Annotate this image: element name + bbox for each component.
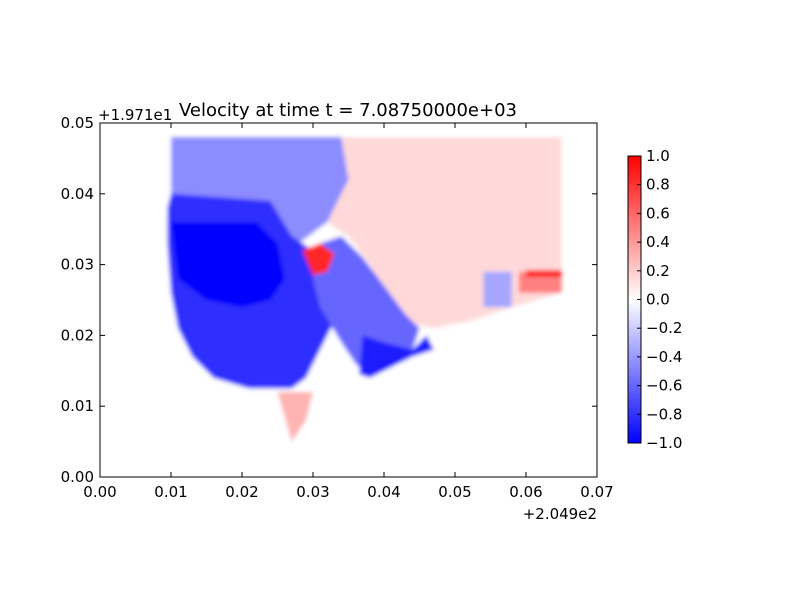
heatmap-region-bottom-plume (277, 392, 313, 442)
colorbar-tick-label: −0.4 (646, 348, 682, 366)
y-tick-label: 0.05 (61, 114, 94, 132)
x-tick-label: 0.05 (438, 483, 471, 501)
heatmap (135, 137, 562, 442)
x-tick-label: 0.00 (83, 483, 116, 501)
colorbar-tick-label: −0.8 (646, 405, 682, 423)
y-offset-label: +1.971e1 (98, 106, 172, 124)
heatmap-region-right-edge-dark-red (526, 270, 562, 277)
colorbar-tick-label: −0.2 (646, 319, 682, 337)
colorbar-gradient (628, 156, 641, 443)
heatmap-region-red-blob (302, 243, 335, 276)
colorbar-tick-label: 0.4 (646, 233, 670, 251)
heatmap-region-right-edge-red-patch (518, 271, 562, 293)
colorbar-tick-label: 0.8 (646, 176, 670, 194)
colorbar-tick-label: 0.2 (646, 262, 670, 280)
y-tick-label: 0.04 (61, 185, 94, 203)
x-tick-label: 0.03 (296, 483, 329, 501)
colorbar-tick-label: −1.0 (646, 434, 682, 452)
colorbar: 1.0 0.8 0.6 0.4 0.2 0.0 −0.2 −0.4 −0.6 −0.8 −1.0 (627, 147, 682, 452)
heatmap-region-lower-right-lobe (359, 335, 434, 378)
colorbar-tick-label: 0.0 (646, 291, 670, 309)
x-tick-label: 0.02 (225, 483, 258, 501)
y-tick-label: 0.00 (61, 468, 94, 486)
x-tick-label: 0.06 (509, 483, 542, 501)
colorbar-tick-label: 1.0 (646, 147, 670, 165)
y-tick-label: 0.03 (61, 256, 94, 274)
x-tick-label: 0.07 (580, 483, 613, 501)
colorbar-tick-label: −0.6 (646, 377, 682, 395)
colorbar-ticks: 1.0 0.8 0.6 0.4 0.2 0.0 −0.2 −0.4 −0.6 −0.8 −1.0 (637, 147, 682, 452)
y-axis: 0.00 0.01 0.02 0.03 0.04 0.05 (61, 114, 597, 486)
chart-title: Velocity at time t = 7.08750000e+03 (179, 100, 517, 121)
heatmap-region-right-stripe-blue (483, 271, 512, 308)
colorbar-tick-label: 0.6 (646, 204, 670, 222)
x-tick-label: 0.04 (367, 483, 400, 501)
x-offset-label: +2.049e2 (523, 505, 597, 523)
y-tick-label: 0.01 (61, 397, 94, 415)
x-tick-label: 0.01 (154, 483, 187, 501)
heatmap-region-core (171, 222, 285, 308)
plot-frame (99, 122, 598, 478)
y-tick-label: 0.02 (61, 326, 94, 344)
heatmap-region-right-lobe (313, 236, 420, 371)
x-axis: 0.00 0.01 0.02 0.03 0.04 0.05 0.06 0.07 (83, 123, 614, 501)
